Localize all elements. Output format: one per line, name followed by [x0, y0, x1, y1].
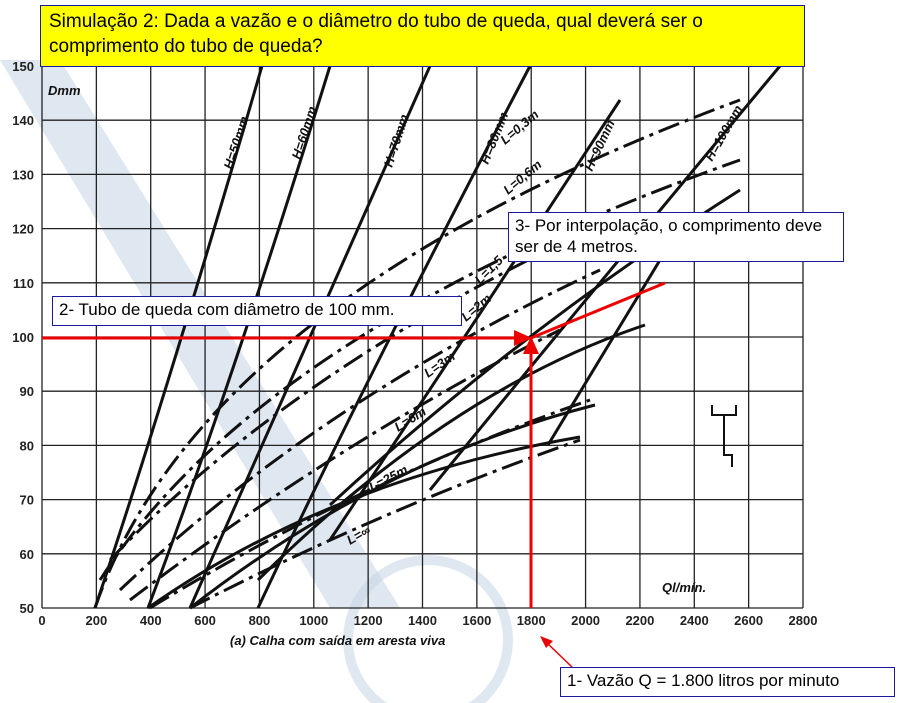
callout: 2- Tubo de queda com diâmetro de 100 mm. [52, 296, 462, 326]
arrowhead [514, 330, 532, 346]
x-axis-label: Ql/mín. [662, 580, 706, 595]
curve-label: H=90mm [581, 117, 618, 173]
y-tick-label: 100 [12, 330, 34, 345]
y-tick-label: 110 [13, 276, 34, 291]
watermark-logo [343, 555, 513, 703]
caption: (a) Calha com saída em aresta viva [230, 633, 445, 648]
x-tick-label: 2000 [571, 613, 600, 628]
x-tick-label: 2200 [625, 613, 654, 628]
watermark-band [0, 60, 400, 608]
x-tick-label: 2800 [789, 613, 818, 628]
arrowhead [540, 636, 553, 648]
x-tick-label: 0 [38, 613, 45, 628]
y-tick-label: 80 [20, 438, 34, 453]
curve [93, 65, 264, 609]
grid: 0 200 400 600 800 1000 1200 1400 1600 1800 2000 220… [12, 59, 817, 628]
title: Simulação 2: Dada a vazão e o diâmetro d… [40, 5, 805, 67]
pointer-line [545, 641, 573, 668]
curve-label: H=60mm [289, 104, 320, 161]
curve [108, 223, 601, 562]
y-tick-label: 50 [20, 601, 34, 616]
y-tick-label: 140 [12, 113, 34, 128]
y-tick-label: 120 [12, 222, 34, 237]
curve [118, 268, 601, 592]
x-tick-label: 1200 [354, 613, 383, 628]
x-tick-label: 2400 [680, 613, 709, 628]
y-tick-label: 60 [20, 547, 34, 562]
curve-label: L=0,6m [500, 156, 545, 197]
callout: 3- Por interpolação, o comprimento deve … [508, 212, 844, 262]
arrowhead [523, 336, 539, 354]
curve-label: H=50mm [221, 114, 252, 171]
x-tick-label: 1400 [408, 613, 437, 628]
x-tick-label: 1800 [517, 613, 546, 628]
callout: 1- Vazão Q = 1.800 litros por minuto [560, 667, 895, 697]
curve [147, 435, 581, 610]
x-tick-label: 1000 [299, 613, 328, 628]
x-tick-label: 800 [249, 613, 271, 628]
x-tick-label: 600 [194, 613, 216, 628]
curve [189, 438, 581, 610]
curve [256, 323, 646, 582]
curve [188, 65, 432, 609]
curve [98, 158, 741, 581]
y-axis-label: Dmm [48, 83, 81, 98]
curve [149, 398, 591, 610]
curve [93, 98, 741, 609]
red-guides [42, 281, 666, 668]
gutter-icon [711, 405, 737, 467]
x-tick-label: 200 [86, 613, 108, 628]
x-tick-label: 2600 [734, 613, 763, 628]
y-tick-label: 70 [20, 493, 34, 508]
curve-label: L=6m [392, 403, 429, 434]
x-tick-label: 1600 [462, 613, 491, 628]
curve [129, 328, 561, 602]
curve [428, 65, 782, 491]
y-tick-label: 150 [12, 59, 34, 74]
y-tick-label: 90 [20, 384, 34, 399]
y-tick-label: 130 [12, 167, 34, 182]
curve [256, 65, 532, 609]
guide-line [530, 281, 666, 340]
x-tick-label: 400 [140, 613, 162, 628]
